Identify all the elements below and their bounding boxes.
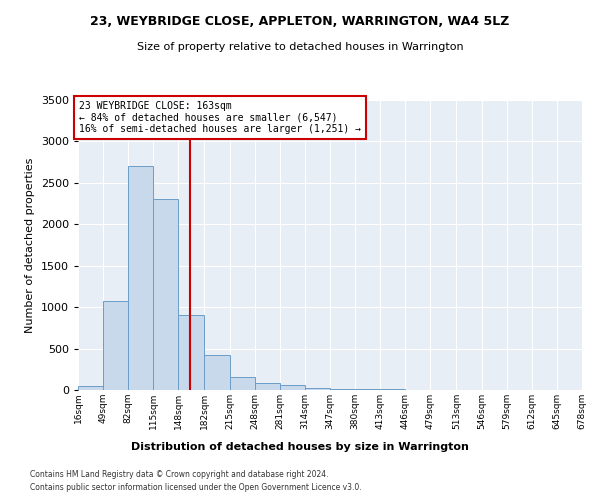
Bar xyxy=(154,200,178,390)
Y-axis label: Number of detached properties: Number of detached properties xyxy=(25,158,35,332)
Bar xyxy=(355,389,380,390)
Text: Size of property relative to detached houses in Warrington: Size of property relative to detached ho… xyxy=(137,42,463,52)
Bar xyxy=(205,355,230,390)
Text: 23, WEYBRIDGE CLOSE, APPLETON, WARRINGTON, WA4 5LZ: 23, WEYBRIDGE CLOSE, APPLETON, WARRINGTO… xyxy=(91,15,509,28)
Bar xyxy=(128,166,154,390)
Bar xyxy=(330,389,355,390)
Bar xyxy=(230,376,254,390)
Text: Contains HM Land Registry data © Crown copyright and database right 2024.: Contains HM Land Registry data © Crown c… xyxy=(30,470,329,479)
Bar xyxy=(78,386,103,390)
Bar xyxy=(254,382,280,390)
Bar xyxy=(103,300,128,390)
Bar xyxy=(178,316,203,390)
Text: Distribution of detached houses by size in Warrington: Distribution of detached houses by size … xyxy=(131,442,469,452)
Text: 23 WEYBRIDGE CLOSE: 163sqm
← 84% of detached houses are smaller (6,547)
16% of s: 23 WEYBRIDGE CLOSE: 163sqm ← 84% of deta… xyxy=(79,101,361,134)
Bar xyxy=(305,388,330,390)
Bar xyxy=(280,385,305,390)
Text: Contains public sector information licensed under the Open Government Licence v3: Contains public sector information licen… xyxy=(30,482,362,492)
